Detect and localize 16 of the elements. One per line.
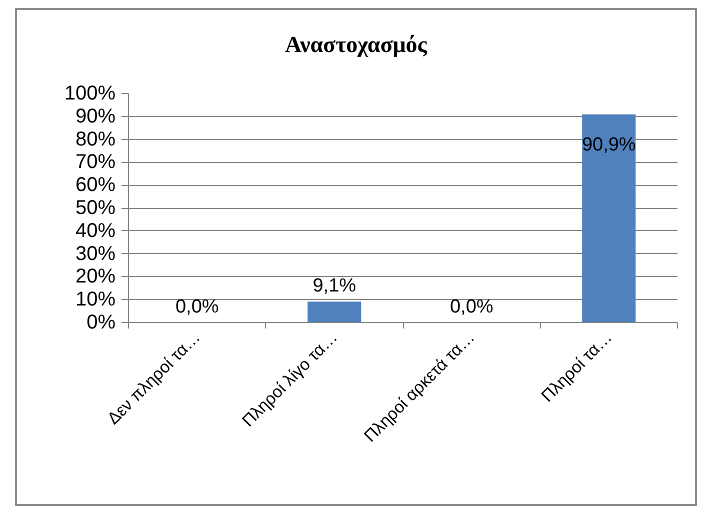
y-tick-label: 20% (75, 266, 116, 288)
y-tick-label: 30% (75, 242, 116, 265)
data-label: 90,9% (582, 134, 636, 156)
data-label: 0,0% (175, 296, 219, 318)
data-label: 0,0% (450, 296, 494, 318)
y-tick-label: 60% (75, 174, 116, 196)
y-tick-label: 40% (75, 220, 116, 242)
y-tick-label: 70% (75, 151, 116, 174)
y-tick-label: 50% (75, 197, 116, 219)
y-tick-label: 90% (75, 105, 116, 128)
y-tick-label: 100% (64, 82, 116, 104)
data-label: 9,1% (312, 276, 356, 297)
chart-title: Αναστοχασμός (285, 32, 427, 58)
y-tick-label: 80% (75, 128, 116, 150)
y-tick-label: 0% (86, 312, 116, 334)
y-tick-label: 10% (75, 288, 116, 311)
